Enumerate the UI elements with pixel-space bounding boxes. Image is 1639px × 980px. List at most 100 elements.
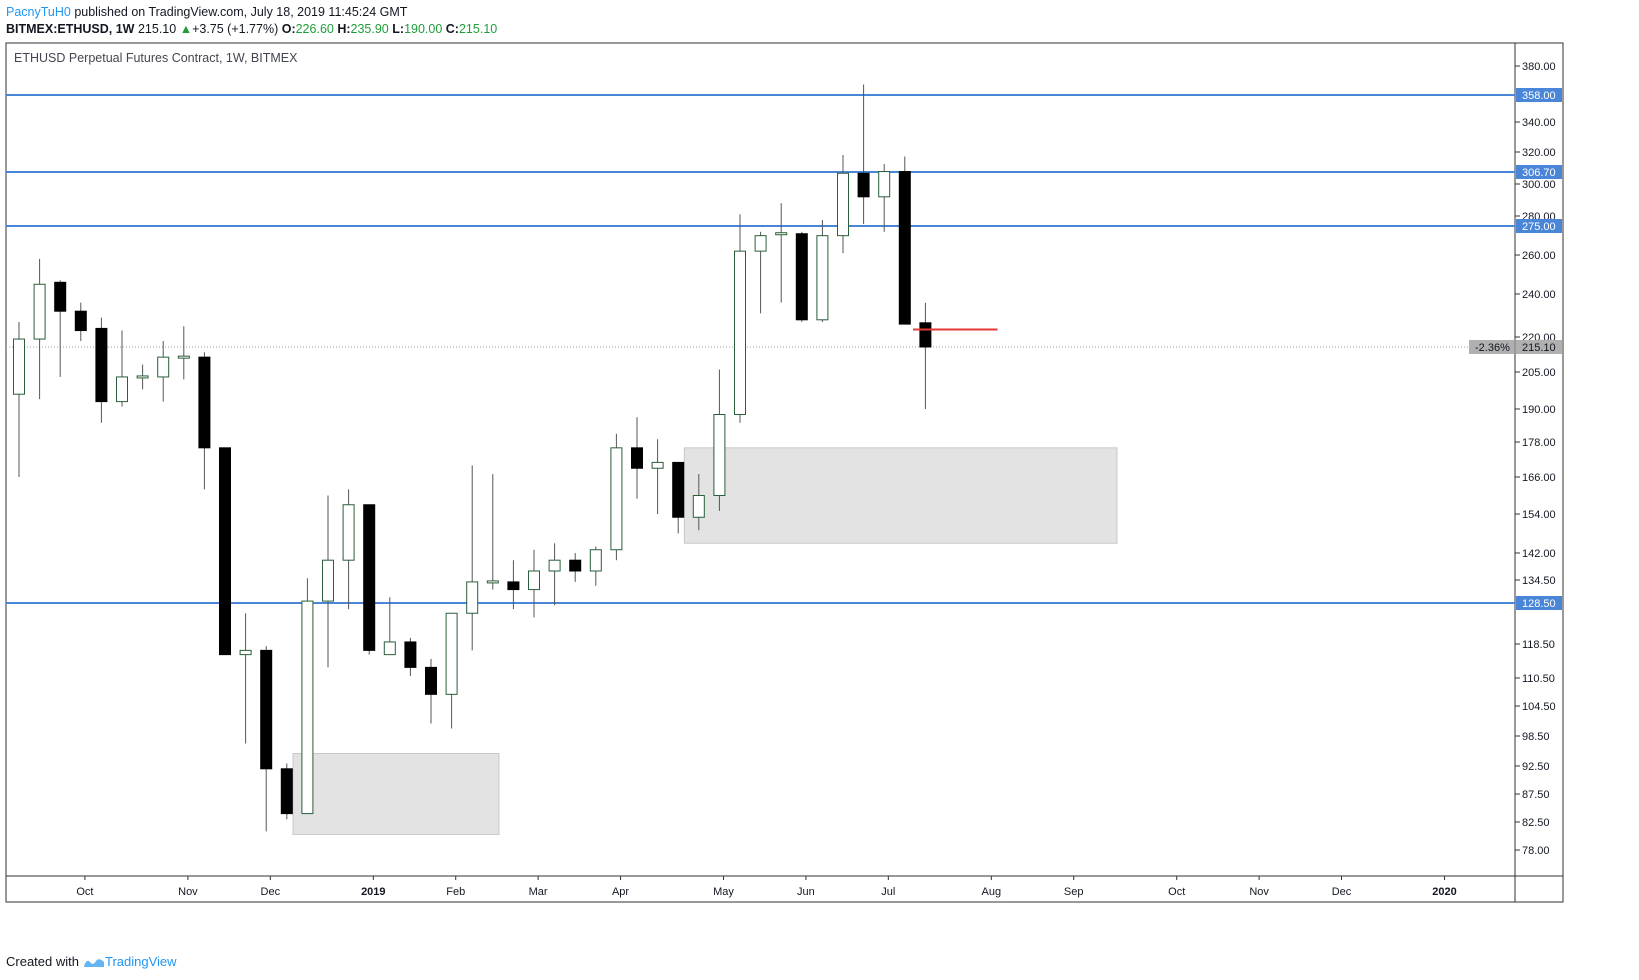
candle-body-1 xyxy=(33,283,46,340)
level-tag-3 xyxy=(1516,596,1562,610)
ohlc-legend: BITMEX:ETHUSD, 1W 215.10 ▲+3.75 (+1.77%)… xyxy=(6,22,497,36)
candle-body-10 xyxy=(219,447,231,656)
change-value: +3.75 (+1.77%) xyxy=(192,22,279,36)
y-tick-label-6: 240.00 xyxy=(1522,289,1556,301)
candle-body-22 xyxy=(466,581,479,614)
x-tick-label-11: Sep xyxy=(1064,886,1084,898)
x-tick-label-10: Aug xyxy=(982,886,1002,898)
x-tick-label-6: Apr xyxy=(612,886,629,898)
candle-body-5 xyxy=(116,376,128,403)
x-tick-label-13: Nov xyxy=(1249,886,1269,898)
up-triangle-icon: ▲ xyxy=(179,22,193,36)
candle-body-36 xyxy=(754,235,767,252)
candle-body-9 xyxy=(198,356,211,449)
candle-body-26 xyxy=(548,559,561,572)
candle-body-13 xyxy=(280,768,293,815)
candle-body-43 xyxy=(898,171,911,325)
y-tick-label-18: 98.50 xyxy=(1522,731,1550,743)
y-tick-label-12: 154.00 xyxy=(1522,509,1556,521)
brand-label: TradingView xyxy=(104,954,177,969)
candle-body-17 xyxy=(363,504,376,651)
chart-title: ETHUSD Perpetual Futures Contract, 1W, B… xyxy=(14,51,298,65)
y-tick-label-17: 104.50 xyxy=(1522,701,1556,713)
last-price-tag-label: 215.10 xyxy=(1522,342,1556,354)
low-value: 190.00 xyxy=(404,22,443,36)
y-tick-label-22: 78.00 xyxy=(1522,845,1550,857)
candle-body-11 xyxy=(239,649,252,656)
last-price-pct-label: -2.36% xyxy=(1475,342,1510,354)
last-price-tag xyxy=(1516,340,1562,354)
candle-body-4 xyxy=(95,327,108,403)
author-link[interactable]: PacnyTuH0 xyxy=(6,5,71,19)
y-tick-label-15: 118.50 xyxy=(1522,639,1555,651)
candle-body-27 xyxy=(569,559,582,572)
level-tag-label-1: 306.70 xyxy=(1522,167,1556,179)
candle-body-33 xyxy=(692,495,705,518)
candle-body-21 xyxy=(445,612,458,695)
candle-body-32 xyxy=(672,461,685,518)
candle-body-42 xyxy=(878,171,891,198)
candle-body-16 xyxy=(342,504,355,561)
published-text: published on TradingView.com, July 18, 2… xyxy=(74,5,408,19)
x-tick-label-3: 2019 xyxy=(361,886,385,898)
candle-body-28 xyxy=(589,549,602,572)
y-tick-label-13: 142.00 xyxy=(1522,548,1556,560)
y-tick-label-1: 340.00 xyxy=(1522,117,1556,129)
level-tag-label-0: 358.00 xyxy=(1522,90,1556,102)
y-tick-label-8: 205.00 xyxy=(1522,367,1556,379)
y-tick-label-19: 92.50 xyxy=(1522,761,1550,773)
candle-body-12 xyxy=(260,649,273,770)
y-tick-label-11: 166.00 xyxy=(1522,472,1556,484)
footer: Created with TradingView xyxy=(6,954,177,969)
level-tag-0 xyxy=(1516,88,1562,102)
candle-body-30 xyxy=(631,447,643,469)
high-label: H: xyxy=(337,22,351,36)
candle-body-41 xyxy=(857,172,870,198)
y-tick-label-20: 87.50 xyxy=(1522,789,1550,801)
x-tick-label-7: May xyxy=(713,886,734,898)
candle-body-18 xyxy=(383,641,396,656)
publish-info: PacnyTuH0 published on TradingView.com, … xyxy=(6,5,407,19)
candle-body-6 xyxy=(136,375,149,379)
candle-body-19 xyxy=(404,641,417,668)
x-tick-label-9: Jul xyxy=(881,886,895,898)
y-tick-label-2: 320.00 xyxy=(1522,147,1556,159)
high-value: 235.90 xyxy=(350,22,389,36)
demand-zone-0 xyxy=(292,753,500,835)
level-tag-1 xyxy=(1516,165,1562,179)
y-tick-label-5: 260.00 xyxy=(1522,250,1556,262)
y-tick-label-0: 380.00 xyxy=(1522,61,1556,73)
candle-body-25 xyxy=(528,570,540,591)
candle-body-37 xyxy=(775,232,788,236)
candle-body-39 xyxy=(816,235,829,321)
level-tag-label-3: 128.50 xyxy=(1522,598,1556,610)
y-tick-label-21: 82.50 xyxy=(1522,817,1550,829)
y-tick-label-10: 178.00 xyxy=(1522,437,1556,449)
x-tick-label-12: Oct xyxy=(1168,886,1185,898)
candle-body-23 xyxy=(486,580,499,584)
x-tick-label-2: Dec xyxy=(261,886,281,898)
candle-body-40 xyxy=(837,172,849,237)
low-label: L: xyxy=(392,22,405,36)
y-tick-label-14: 134.50 xyxy=(1522,575,1556,587)
candle-body-35 xyxy=(734,250,746,415)
x-tick-label-5: Mar xyxy=(529,886,548,898)
candle-body-14 xyxy=(301,600,314,815)
close-label: C: xyxy=(445,22,459,36)
symbol-label: BITMEX:ETHUSD, 1W xyxy=(6,22,135,36)
x-tick-label-14: Dec xyxy=(1332,886,1352,898)
open-label: O: xyxy=(281,22,296,36)
x-tick-label-0: Oct xyxy=(76,886,93,898)
candle-body-44 xyxy=(919,322,932,348)
candle-body-29 xyxy=(610,447,623,551)
tradingview-brand[interactable]: TradingView xyxy=(83,954,177,969)
candle-body-38 xyxy=(795,233,808,321)
level-tag-label-2: 275.00 xyxy=(1522,221,1556,233)
candle-body-7 xyxy=(157,356,170,378)
created-with-text: Created with xyxy=(6,954,79,969)
x-tick-label-15: 2020 xyxy=(1432,886,1456,898)
level-tag-2 xyxy=(1516,219,1562,233)
candle-body-8 xyxy=(177,355,190,359)
x-tick-label-4: Feb xyxy=(446,886,465,898)
